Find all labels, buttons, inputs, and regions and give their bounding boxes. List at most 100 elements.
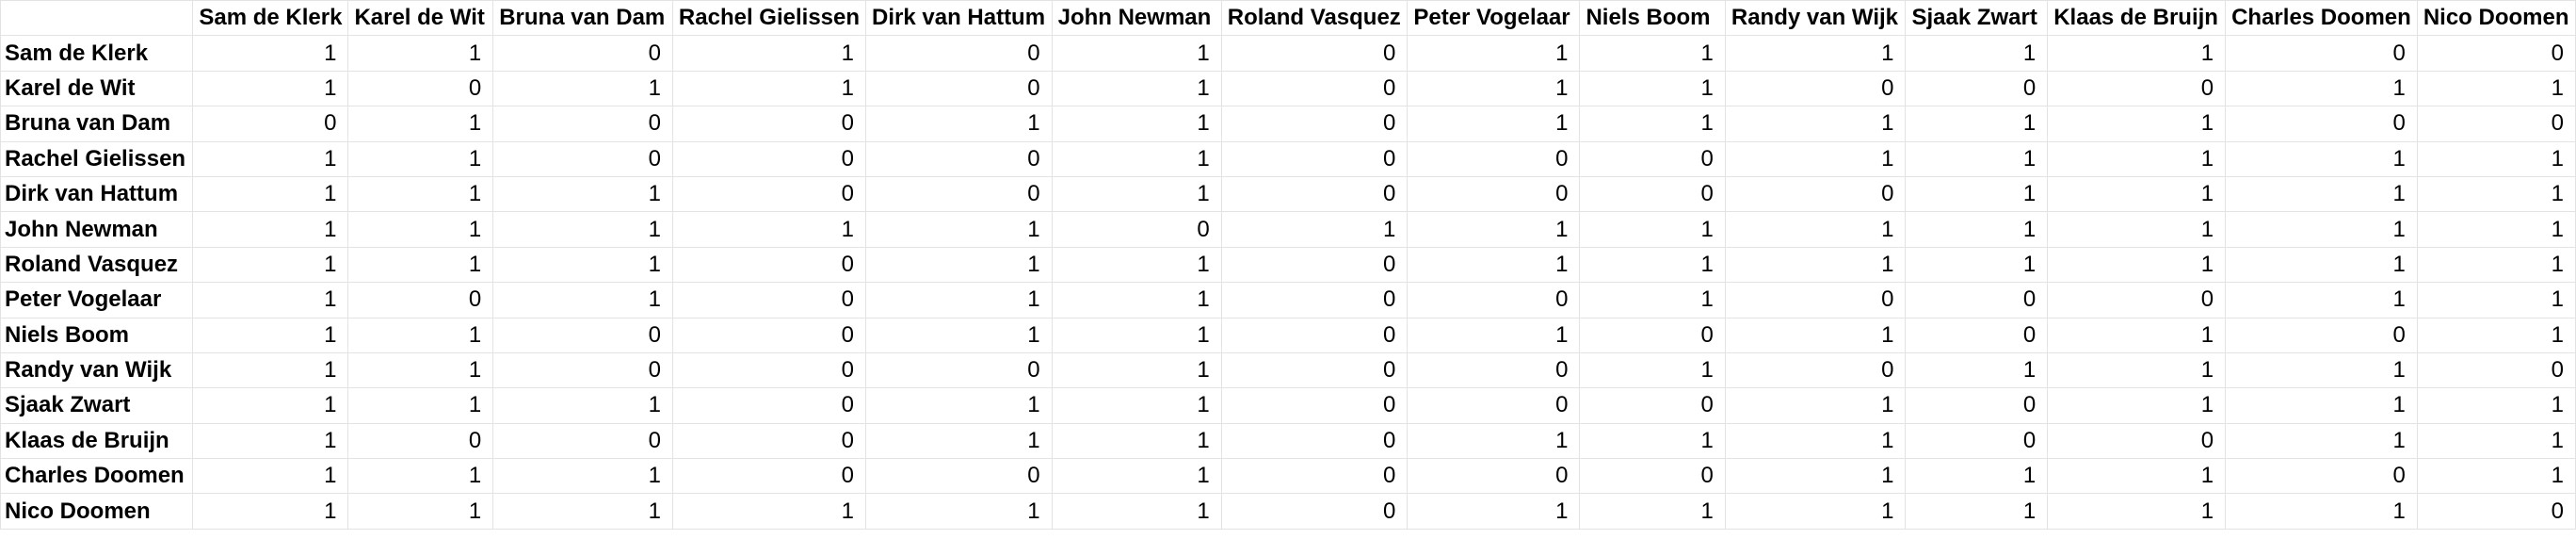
value-cell[interactable]: 1 xyxy=(192,351,349,389)
value-cell[interactable]: 1 xyxy=(1407,493,1581,530)
value-cell[interactable]: 0 xyxy=(1724,282,1907,318)
value-cell[interactable]: 1 xyxy=(1051,175,1222,213)
row-header-cell[interactable]: Klaas de Bruijn xyxy=(0,422,194,460)
value-cell[interactable]: 1 xyxy=(2225,282,2418,318)
value-cell[interactable]: 0 xyxy=(2225,458,2418,495)
column-header-cell[interactable]: Klaas de Bruijn xyxy=(2047,0,2227,37)
column-header-cell[interactable]: Roland Vasquez xyxy=(1220,0,1409,37)
value-cell[interactable]: 1 xyxy=(2225,211,2418,248)
value-cell[interactable]: 1 xyxy=(2047,317,2227,353)
value-cell[interactable]: 0 xyxy=(1220,140,1409,177)
value-cell[interactable]: 0 xyxy=(1220,422,1409,460)
value-cell[interactable]: 1 xyxy=(2047,246,2227,284)
value-cell[interactable]: 1 xyxy=(865,493,1053,530)
value-cell[interactable]: 1 xyxy=(1905,175,2049,213)
value-cell[interactable]: 1 xyxy=(1579,422,1726,460)
value-cell[interactable]: 0 xyxy=(1220,282,1409,318)
value-cell[interactable]: 1 xyxy=(2225,493,2418,530)
value-cell[interactable]: 1 xyxy=(1407,35,1581,72)
value-cell[interactable]: 1 xyxy=(1407,422,1581,460)
value-cell[interactable]: 1 xyxy=(347,317,494,353)
value-cell[interactable]: 1 xyxy=(492,458,673,495)
value-cell[interactable]: 1 xyxy=(347,35,494,72)
value-cell[interactable]: 0 xyxy=(671,282,867,318)
value-cell[interactable]: 1 xyxy=(192,35,349,72)
value-cell[interactable]: 1 xyxy=(865,246,1053,284)
value-cell[interactable]: 1 xyxy=(2225,351,2418,389)
value-cell[interactable]: 1 xyxy=(347,140,494,177)
column-header-cell[interactable]: Nico Doomen xyxy=(2416,0,2576,37)
row-header-cell[interactable]: Rachel Gielissen xyxy=(0,140,194,177)
value-cell[interactable]: 1 xyxy=(1051,106,1222,142)
value-cell[interactable]: 1 xyxy=(1724,493,1907,530)
value-cell[interactable]: 1 xyxy=(671,211,867,248)
value-cell[interactable]: 0 xyxy=(2416,493,2576,530)
value-cell[interactable]: 1 xyxy=(192,70,349,107)
value-cell[interactable]: 1 xyxy=(1051,458,1222,495)
value-cell[interactable]: 1 xyxy=(192,140,349,177)
value-cell[interactable]: 0 xyxy=(671,140,867,177)
value-cell[interactable]: 0 xyxy=(671,246,867,284)
value-cell[interactable]: 1 xyxy=(1407,106,1581,142)
value-cell[interactable]: 1 xyxy=(2416,70,2576,107)
value-cell[interactable]: 1 xyxy=(1724,317,1907,353)
value-cell[interactable]: 0 xyxy=(1220,106,1409,142)
value-cell[interactable]: 0 xyxy=(1905,70,2049,107)
value-cell[interactable]: 1 xyxy=(1051,493,1222,530)
value-cell[interactable]: 0 xyxy=(865,70,1053,107)
value-cell[interactable]: 0 xyxy=(1905,282,2049,318)
column-header-cell[interactable]: Sjaak Zwart xyxy=(1905,0,2049,37)
value-cell[interactable]: 1 xyxy=(1051,246,1222,284)
value-cell[interactable]: 1 xyxy=(347,458,494,495)
value-cell[interactable]: 0 xyxy=(671,387,867,424)
value-cell[interactable]: 1 xyxy=(1905,351,2049,389)
value-cell[interactable]: 0 xyxy=(1220,387,1409,424)
value-cell[interactable]: 1 xyxy=(192,175,349,213)
value-cell[interactable]: 0 xyxy=(492,422,673,460)
column-header-cell[interactable]: Peter Vogelaar xyxy=(1407,0,1581,37)
value-cell[interactable]: 0 xyxy=(1579,458,1726,495)
value-cell[interactable]: 1 xyxy=(347,351,494,389)
value-cell[interactable]: 1 xyxy=(1579,35,1726,72)
row-header-cell[interactable]: Nico Doomen xyxy=(0,493,194,530)
value-cell[interactable]: 1 xyxy=(192,317,349,353)
value-cell[interactable]: 0 xyxy=(2416,351,2576,389)
value-cell[interactable]: 0 xyxy=(671,317,867,353)
value-cell[interactable]: 0 xyxy=(1724,70,1907,107)
value-cell[interactable]: 0 xyxy=(1579,387,1726,424)
value-cell[interactable]: 1 xyxy=(1051,422,1222,460)
value-cell[interactable]: 0 xyxy=(1220,458,1409,495)
value-cell[interactable]: 0 xyxy=(1407,458,1581,495)
value-cell[interactable]: 1 xyxy=(1724,211,1907,248)
value-cell[interactable]: 0 xyxy=(492,317,673,353)
column-header-cell[interactable]: Niels Boom xyxy=(1579,0,1726,37)
value-cell[interactable]: 1 xyxy=(2047,140,2227,177)
value-cell[interactable]: 1 xyxy=(192,246,349,284)
value-cell[interactable]: 1 xyxy=(2225,422,2418,460)
value-cell[interactable]: 1 xyxy=(1579,493,1726,530)
value-cell[interactable]: 1 xyxy=(671,70,867,107)
value-cell[interactable]: 1 xyxy=(492,175,673,213)
value-cell[interactable]: 0 xyxy=(192,106,349,142)
value-cell[interactable]: 1 xyxy=(2225,387,2418,424)
value-cell[interactable]: 1 xyxy=(2416,211,2576,248)
value-cell[interactable]: 1 xyxy=(1905,35,2049,72)
value-cell[interactable]: 1 xyxy=(1407,70,1581,107)
value-cell[interactable]: 0 xyxy=(1407,175,1581,213)
row-header-cell[interactable]: Karel de Wit xyxy=(0,70,194,107)
column-header-cell[interactable]: Bruna van Dam xyxy=(492,0,673,37)
value-cell[interactable]: 0 xyxy=(1579,317,1726,353)
value-cell[interactable]: 1 xyxy=(1051,35,1222,72)
value-cell[interactable]: 1 xyxy=(1724,35,1907,72)
value-cell[interactable]: 1 xyxy=(1407,317,1581,353)
row-header-cell[interactable]: Sam de Klerk xyxy=(0,35,194,72)
value-cell[interactable]: 0 xyxy=(865,175,1053,213)
value-cell[interactable]: 1 xyxy=(1905,458,2049,495)
value-cell[interactable]: 1 xyxy=(347,211,494,248)
value-cell[interactable]: 1 xyxy=(1905,493,2049,530)
value-cell[interactable]: 1 xyxy=(2047,351,2227,389)
value-cell[interactable]: 0 xyxy=(1220,70,1409,107)
value-cell[interactable]: 1 xyxy=(1407,246,1581,284)
value-cell[interactable]: 0 xyxy=(1905,317,2049,353)
value-cell[interactable]: 1 xyxy=(1051,387,1222,424)
